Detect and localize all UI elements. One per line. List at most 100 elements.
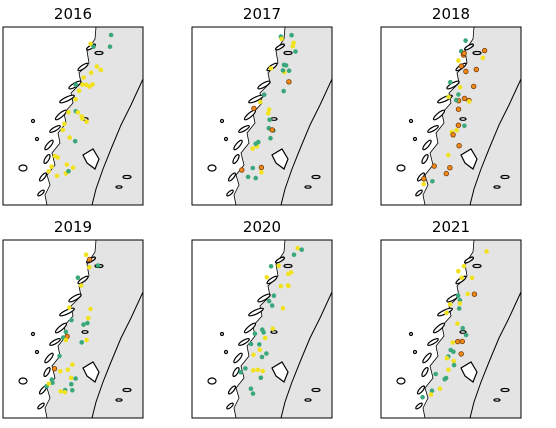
site-dot: [252, 331, 258, 336]
site-dot: [259, 354, 265, 360]
site-dot: [430, 179, 435, 184]
site-dot: [81, 75, 86, 80]
site-dot: [46, 381, 52, 387]
site-dot: [456, 142, 462, 149]
site-dot: [98, 67, 104, 73]
site-dot: [257, 342, 262, 347]
site-dot: [447, 164, 453, 171]
site-dot: [86, 256, 93, 263]
site-dot: [70, 362, 75, 367]
site-dot: [46, 169, 51, 174]
site-dot: [81, 322, 86, 327]
site-dot: [108, 32, 114, 38]
site-dot: [250, 391, 256, 396]
site-dot: [76, 88, 82, 94]
site-dot: [450, 340, 456, 345]
site-dot: [88, 306, 93, 312]
site-dot: [461, 50, 467, 56]
site-dot: [73, 97, 78, 102]
site-dot: [268, 135, 273, 141]
site-dot: [458, 351, 464, 357]
site-dot: [270, 326, 276, 331]
site-dot: [280, 306, 286, 311]
site-dot: [456, 306, 462, 311]
site-dot: [50, 380, 55, 385]
map-panel: [380, 239, 522, 419]
site-dot: [52, 153, 58, 159]
site-dot: [238, 370, 243, 375]
site-dot: [94, 64, 100, 69]
site-dot: [463, 68, 469, 75]
basemap: [191, 26, 333, 206]
site-dot: [447, 302, 453, 307]
site-dot: [84, 119, 89, 124]
site-dot: [278, 283, 284, 289]
basemap: [380, 26, 522, 206]
site-dot: [245, 174, 251, 180]
site-dot: [457, 301, 463, 306]
site-dot: [257, 347, 263, 352]
site-dot: [86, 315, 91, 321]
site-dot: [84, 337, 89, 343]
site-dot: [88, 41, 93, 47]
site-dot: [261, 330, 266, 335]
site-dot: [69, 317, 74, 323]
site-dot: [70, 388, 75, 393]
site-dot: [49, 164, 54, 169]
site-dot: [455, 293, 461, 298]
site-dot: [295, 245, 300, 251]
site-dot: [279, 36, 284, 42]
site-dot: [251, 105, 257, 112]
site-dot: [84, 82, 89, 88]
site-dot: [456, 92, 461, 97]
site-dot: [70, 165, 76, 170]
site-dot: [250, 368, 256, 373]
site-dot: [459, 338, 465, 345]
site-dot: [250, 165, 256, 171]
site-dot: [455, 338, 461, 345]
site-dot: [431, 163, 437, 169]
site-dot: [466, 99, 472, 104]
panel-title: 2020: [243, 218, 281, 236]
panel-title: 2019: [54, 218, 92, 236]
site-dot: [454, 128, 459, 133]
site-dot: [271, 293, 277, 298]
site-dot: [268, 66, 274, 71]
site-dot: [457, 84, 463, 90]
site-dot: [63, 337, 69, 343]
site-dot: [253, 175, 258, 181]
site-dot: [456, 268, 461, 274]
site-dot: [460, 325, 465, 331]
site-dot: [269, 127, 275, 133]
site-dot: [462, 123, 467, 129]
site-dot: [251, 352, 256, 358]
site-dot: [62, 390, 68, 395]
site-dot: [446, 367, 451, 373]
site-dot: [243, 366, 248, 371]
site-dot: [269, 303, 275, 308]
panel-title: 2018: [432, 5, 470, 23]
site-dot: [107, 44, 113, 49]
basemap: [2, 26, 144, 206]
site-dot: [258, 164, 265, 171]
site-dot: [83, 252, 89, 257]
site-dot: [73, 376, 78, 381]
map-panel: [2, 239, 144, 419]
site-dot: [451, 358, 456, 364]
site-dot: [451, 362, 457, 368]
site-dot: [260, 368, 265, 374]
site-dot: [259, 170, 264, 175]
site-dot: [280, 68, 286, 73]
site-dot: [54, 173, 60, 179]
site-dot: [286, 68, 292, 73]
site-dot: [75, 275, 81, 280]
site-dot: [58, 369, 63, 374]
site-dot: [421, 181, 426, 187]
site-dot: [268, 264, 274, 269]
site-dot: [484, 249, 489, 254]
site-dot: [444, 355, 450, 361]
map-panel: [191, 26, 333, 206]
site-dot: [290, 44, 296, 49]
site-dot: [267, 117, 272, 123]
